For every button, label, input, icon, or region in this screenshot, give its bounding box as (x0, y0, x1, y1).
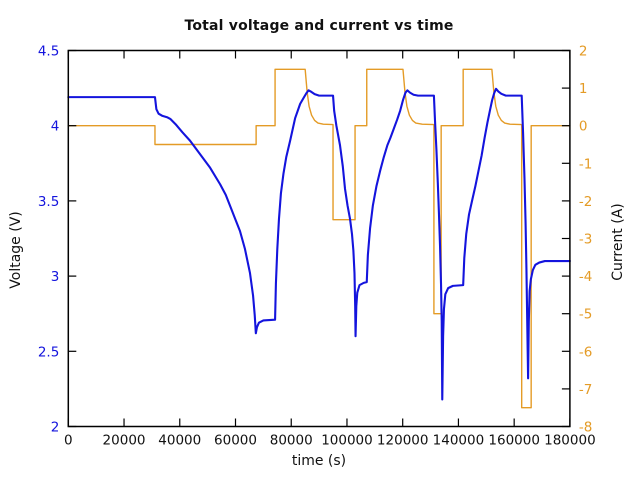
y-right-tick-label: -5 (579, 307, 592, 323)
x-tick-label: 120000 (377, 433, 429, 449)
y-right-tick-label: -3 (579, 232, 592, 248)
y-right-tick-label: -7 (579, 382, 592, 398)
y-right-tick-label: -8 (579, 420, 592, 436)
y-left-tick-label: 3.5 (38, 194, 59, 210)
y-right-tick-label: -6 (579, 344, 592, 360)
plot-frame (67, 49, 571, 428)
x-tick-label: 140000 (433, 433, 485, 449)
y-left-tick-label: 2 (51, 420, 60, 436)
y-right-tick-label: -4 (579, 269, 592, 285)
y-right-tick-label: 2 (579, 44, 588, 60)
y-right-tick-label: -2 (579, 194, 592, 210)
x-tick-label: 160000 (488, 433, 540, 449)
x-tick-label: 20000 (103, 433, 146, 449)
y-left-tick-label: 4 (51, 119, 60, 135)
x-tick-label: 60000 (214, 433, 257, 449)
y-left-tick-label: 2.5 (38, 344, 59, 360)
y-right-tick-label: -1 (579, 156, 592, 172)
x-tick-label: 0 (64, 433, 73, 449)
x-axis-label: time (s) (291, 453, 347, 469)
chart-title: Total voltage and current vs time (184, 18, 454, 34)
voltage-series-line (67, 87, 571, 401)
x-tick-label: 80000 (270, 433, 313, 449)
y-left-tick-label: 3 (51, 269, 60, 285)
y-right-tick-label: 0 (579, 119, 588, 135)
current-series-line (67, 68, 571, 409)
x-tick-label: 180000 (544, 433, 596, 449)
x-tick-label: 100000 (321, 433, 373, 449)
y-left-tick-label: 4.5 (38, 44, 59, 60)
x-tick-label: 40000 (158, 433, 201, 449)
y-right-tick-label: 1 (579, 81, 588, 97)
